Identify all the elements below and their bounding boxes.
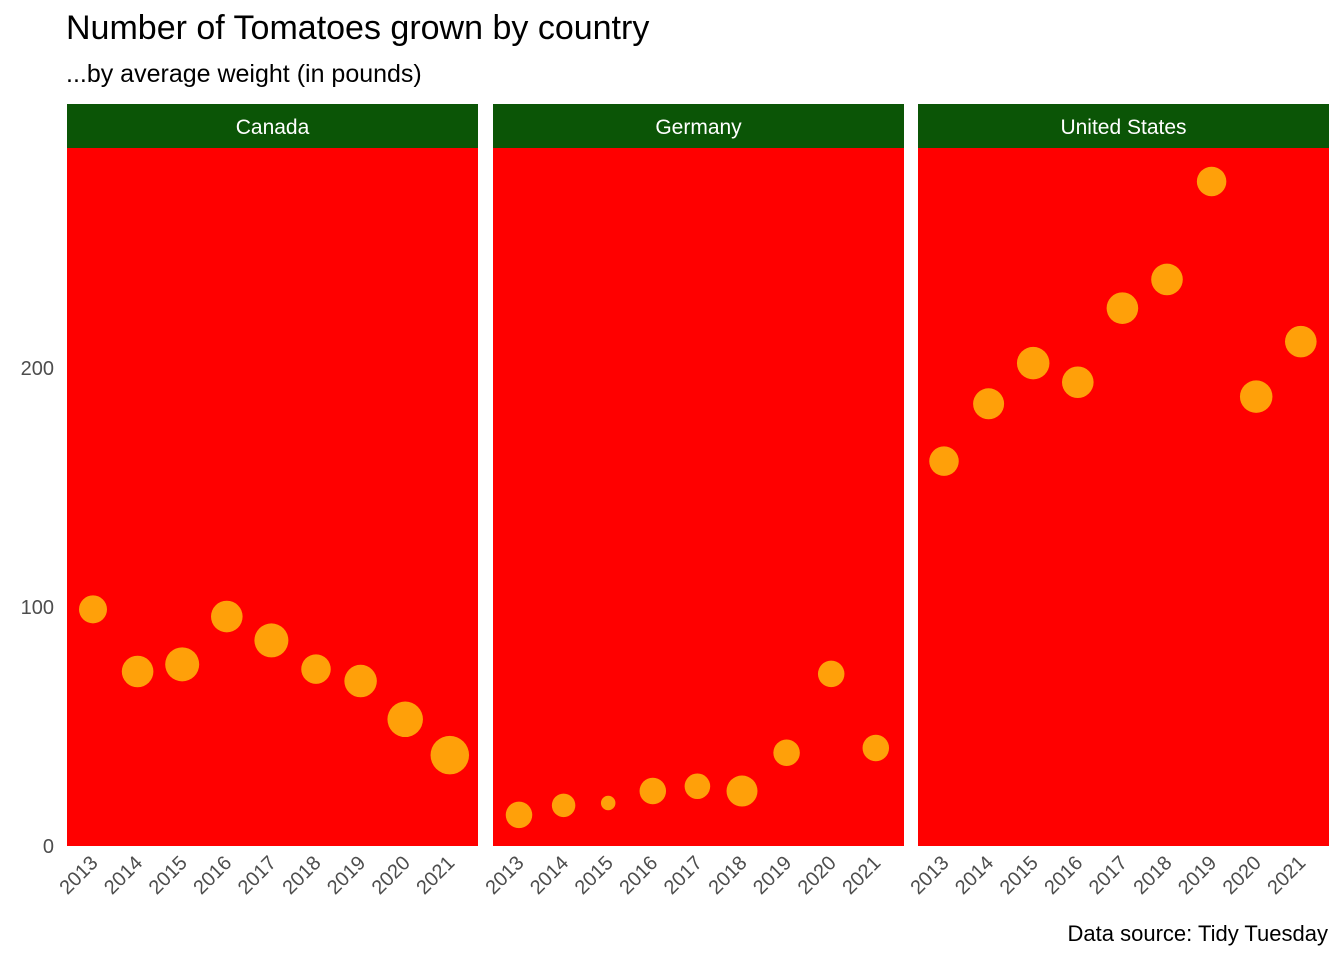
facet-strip [493, 104, 904, 148]
data-point [929, 446, 959, 476]
y-tick-label: 200 [21, 358, 54, 380]
x-tick-label: 2014 [526, 852, 573, 899]
x-tick-label: 2021 [838, 852, 885, 899]
facet-panel-united-states: United States 201320142015201620172018201… [907, 104, 1329, 899]
data-point [773, 739, 800, 767]
x-tick-label: 2013 [56, 852, 103, 899]
x-tick-label: 2018 [705, 852, 752, 899]
data-point [1196, 166, 1227, 197]
x-tick-label: 2016 [1040, 852, 1087, 899]
x-tick-label: 2020 [368, 852, 415, 899]
data-point [639, 777, 667, 805]
x-tick-label: 2018 [1130, 852, 1177, 899]
data-point [862, 734, 890, 762]
x-tick-label: 2016 [189, 852, 236, 899]
data-point [1285, 325, 1317, 358]
x-tick-label: 2021 [412, 852, 459, 899]
data-point [726, 775, 758, 807]
facet-strip-label: United States [1060, 116, 1186, 139]
data-point [254, 623, 289, 658]
y-tick-label: 100 [21, 597, 54, 619]
x-tick-label: 2015 [996, 852, 1043, 899]
x-tick-label: 2019 [323, 852, 370, 899]
facet-strip-label: Germany [655, 116, 742, 139]
x-tick-label: 2019 [749, 852, 796, 899]
x-tick-label: 2015 [571, 852, 618, 899]
data-point [344, 664, 377, 698]
panel-background [67, 148, 478, 846]
chart-subtitle: ...by average weight (in pounds) [66, 60, 422, 88]
x-tick-label: 2014 [951, 852, 998, 899]
facet-strip-label: Canada [236, 116, 310, 139]
panel-background [493, 148, 904, 846]
data-point [1151, 263, 1183, 296]
data-point [165, 647, 200, 682]
x-tick-label: 2017 [234, 852, 281, 899]
data-point [551, 793, 576, 818]
data-point [387, 701, 423, 738]
x-tick-label: 2020 [794, 852, 841, 899]
facet-strip [918, 104, 1329, 148]
data-point [1062, 366, 1094, 399]
data-point [600, 795, 616, 811]
x-tick-label: 2014 [100, 852, 147, 899]
facet-panel-germany: Germany 201320142015201620172018201920202… [482, 104, 904, 899]
data-point [1239, 380, 1273, 413]
data-point [430, 735, 470, 775]
data-point [121, 655, 154, 688]
x-tick-label: 2021 [1263, 852, 1310, 899]
data-point [505, 801, 533, 829]
data-point [79, 595, 107, 624]
data-point [817, 660, 845, 688]
facet-panel-canada: Canada 2013201420152016201720182019202020… [56, 104, 478, 899]
data-point [1016, 346, 1050, 380]
data-point [211, 600, 243, 633]
x-tick-label: 2013 [907, 852, 954, 899]
chart-title: Number of Tomatoes grown by country [66, 9, 650, 47]
x-tick-label: 2016 [615, 852, 662, 899]
x-tick-label: 2018 [279, 852, 326, 899]
x-tick-label: 2015 [145, 852, 192, 899]
chart-caption: Data source: Tidy Tuesday [1067, 921, 1328, 946]
y-tick-label: 0 [43, 836, 54, 858]
x-tick-label: 2020 [1219, 852, 1266, 899]
data-point [1106, 292, 1139, 324]
x-tick-label: 2017 [1085, 852, 1132, 899]
data-point [684, 773, 711, 800]
x-tick-label: 2013 [482, 852, 529, 899]
facet-strip [67, 104, 478, 148]
panel-background [918, 148, 1329, 846]
x-tick-label: 2019 [1174, 852, 1221, 899]
data-point [301, 654, 331, 684]
x-tick-label: 2017 [660, 852, 707, 899]
data-point [973, 388, 1005, 420]
